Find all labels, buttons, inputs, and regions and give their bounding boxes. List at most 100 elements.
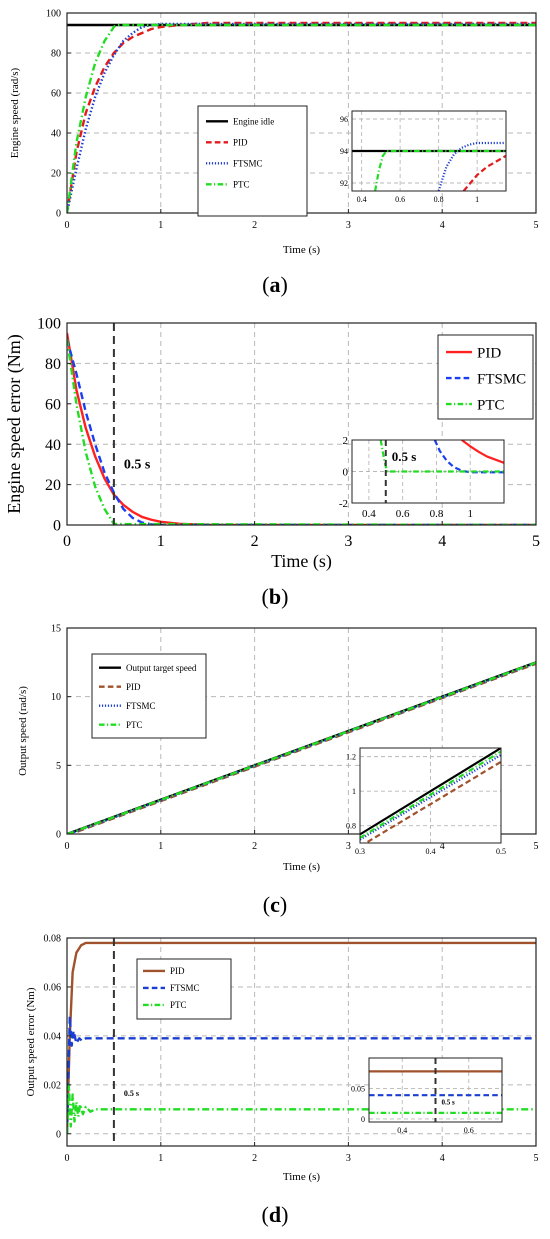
x-tick-label: 1 [157, 533, 165, 550]
x-tick-label: 2 [252, 841, 257, 852]
inset-zoom: 0.3 0.4 0.5 0.8 1 1.2 [346, 747, 506, 856]
y-tick-label: 0.04 [44, 1031, 62, 1042]
inset-x-tick-label: 0.4 [397, 1126, 407, 1135]
inset-x-tick-label: 1 [475, 195, 479, 204]
axes-frame [66, 937, 537, 1147]
inset-y-tick-label: 0.8 [346, 822, 356, 831]
inset-y-tick-label: -2 [339, 498, 348, 510]
inset-y-tick-label: 92 [340, 179, 348, 188]
series-group [67, 661, 536, 834]
inset-series-line [374, 149, 506, 191]
x-tick-label: 1 [158, 1153, 163, 1164]
series-group [67, 941, 536, 1134]
panel-caption-letter: c [270, 892, 280, 917]
x-tick-label: 5 [532, 533, 540, 550]
x-tick-label: 0 [65, 1153, 70, 1164]
inset-series-line [462, 154, 506, 191]
panel-caption-letter: d [269, 1202, 281, 1227]
y-axis-label: Engine speed error (Nm) [4, 334, 25, 513]
inset-x-tick-label: 0.6 [396, 508, 410, 520]
legend-entry: PTC [126, 720, 143, 730]
legend-entry: FTSMC [233, 159, 263, 169]
axes-frame [66, 322, 537, 526]
y-tick-label: 10 [51, 692, 61, 703]
inset-frame [368, 1057, 503, 1123]
inset-series-line [360, 748, 501, 836]
y-tick-label: 40 [45, 437, 61, 454]
x-tick-label: 2 [252, 220, 257, 231]
y-tick-label: 15 [51, 624, 61, 635]
x-tick-label: 4 [438, 533, 446, 550]
inset-frame [351, 439, 505, 504]
series-line-ptc [67, 23, 536, 213]
inset-series-line [360, 753, 501, 841]
inset-y-tick-label: 1.2 [346, 752, 356, 761]
inset-y-tick-label: 0.05 [351, 1084, 365, 1093]
x-axis-label: Time (s) [283, 244, 321, 256]
inset-x-tick-label: 0.4 [426, 847, 436, 856]
x-tick-label: 3 [346, 841, 351, 852]
y-tick-label: 5 [56, 761, 61, 772]
x-tick-label: 0 [65, 841, 70, 852]
y-tick-label: 20 [45, 477, 61, 494]
panel-caption: (c) [263, 892, 287, 917]
y-tick-label: 60 [51, 89, 61, 100]
x-tick-label: 2 [251, 533, 259, 550]
y-tick-label: 0 [53, 518, 61, 535]
axes-frame [66, 627, 537, 835]
inset-y-tick-label: 94 [340, 147, 348, 156]
series-line-pid [67, 21, 536, 213]
y-axis-label: Output speed (rad/s) [17, 686, 29, 776]
legend: Engine idle PID FTSMC PTC [197, 105, 308, 217]
inset-vline-label: 0.5 s [442, 1099, 456, 1107]
legend-entry: FTSMC [126, 701, 156, 711]
y-tick-label: 0 [56, 830, 61, 841]
chart-panel-c: 0 1 2 3 4 5 0 5 10 15 Time (s) Output speed (rad/s)… [17, 624, 539, 918]
inset-zoom: 0.5 s 0.4 0.6 0 0.05 [351, 1057, 503, 1135]
y-tick-label: 20 [51, 169, 61, 180]
legend-entry: Output target speed [126, 663, 197, 673]
x-axis-label: Time (s) [283, 1171, 321, 1183]
x-tick-label: 4 [440, 220, 445, 231]
legend-box [437, 334, 534, 420]
panel-caption: (d) [262, 1202, 289, 1227]
y-tick-label: 80 [51, 49, 61, 60]
inset-y-tick-label: 96 [340, 115, 348, 124]
y-tick-label: 0.06 [44, 982, 62, 993]
inset-series-group [360, 748, 501, 843]
y-tick-label: 0.02 [44, 1080, 62, 1091]
x-tick-label: 2 [252, 1153, 257, 1164]
inset-x-tick-label: 0.5 [496, 847, 506, 856]
inset-x-tick-label: 0.8 [434, 195, 444, 204]
legend-entry: PID [477, 345, 501, 361]
inset-zoom: 0.4 0.6 0.8 1 92 94 96 [340, 110, 507, 204]
x-tick-label: 1 [158, 841, 163, 852]
x-tick-label: 3 [346, 220, 351, 231]
inset-zoom: 0.5 s 0.4 0.6 0.8 1 -2 0 2 [339, 435, 505, 520]
inset-series-line [433, 440, 504, 474]
panel-caption-letter: a [270, 272, 281, 297]
series-group [67, 21, 536, 213]
legend: PID FTSMC PTC [136, 958, 232, 1020]
x-axis-label: Time (s) [271, 551, 332, 572]
legend-entry: FTSMC [477, 371, 526, 387]
legend: PID FTSMC PTC [437, 334, 534, 420]
x-tick-label: 5 [534, 1153, 539, 1164]
inset-series-line [360, 750, 501, 839]
inset-frame [359, 747, 502, 844]
inset-x-tick-label: 1 [467, 508, 473, 520]
y-tick-label: 0.08 [44, 934, 62, 945]
y-tick-label: 0 [56, 209, 61, 220]
x-axis-label: Time (s) [283, 861, 321, 873]
inset-x-tick-label: 0.6 [395, 195, 405, 204]
panel-caption: (b) [262, 584, 289, 609]
inset-series-group [352, 141, 506, 191]
y-tick-label: 80 [45, 356, 61, 373]
inset-series-line [461, 440, 504, 464]
inset-x-tick-label: 0.4 [357, 195, 367, 204]
chart-panel-a: 0 1 2 3 4 5 0 20 40 60 80 100 Time (s) Engine speed (… [9, 9, 539, 298]
vline-label: 0.5 s [124, 457, 151, 472]
series-line-ftsmc [67, 22, 536, 213]
legend-box [197, 105, 308, 217]
chart-panel-d: 0.5 s 0 1 2 3 4 5 0 0.02 0.04 0.06 0.08 Time (s) Outp… [25, 934, 539, 1228]
